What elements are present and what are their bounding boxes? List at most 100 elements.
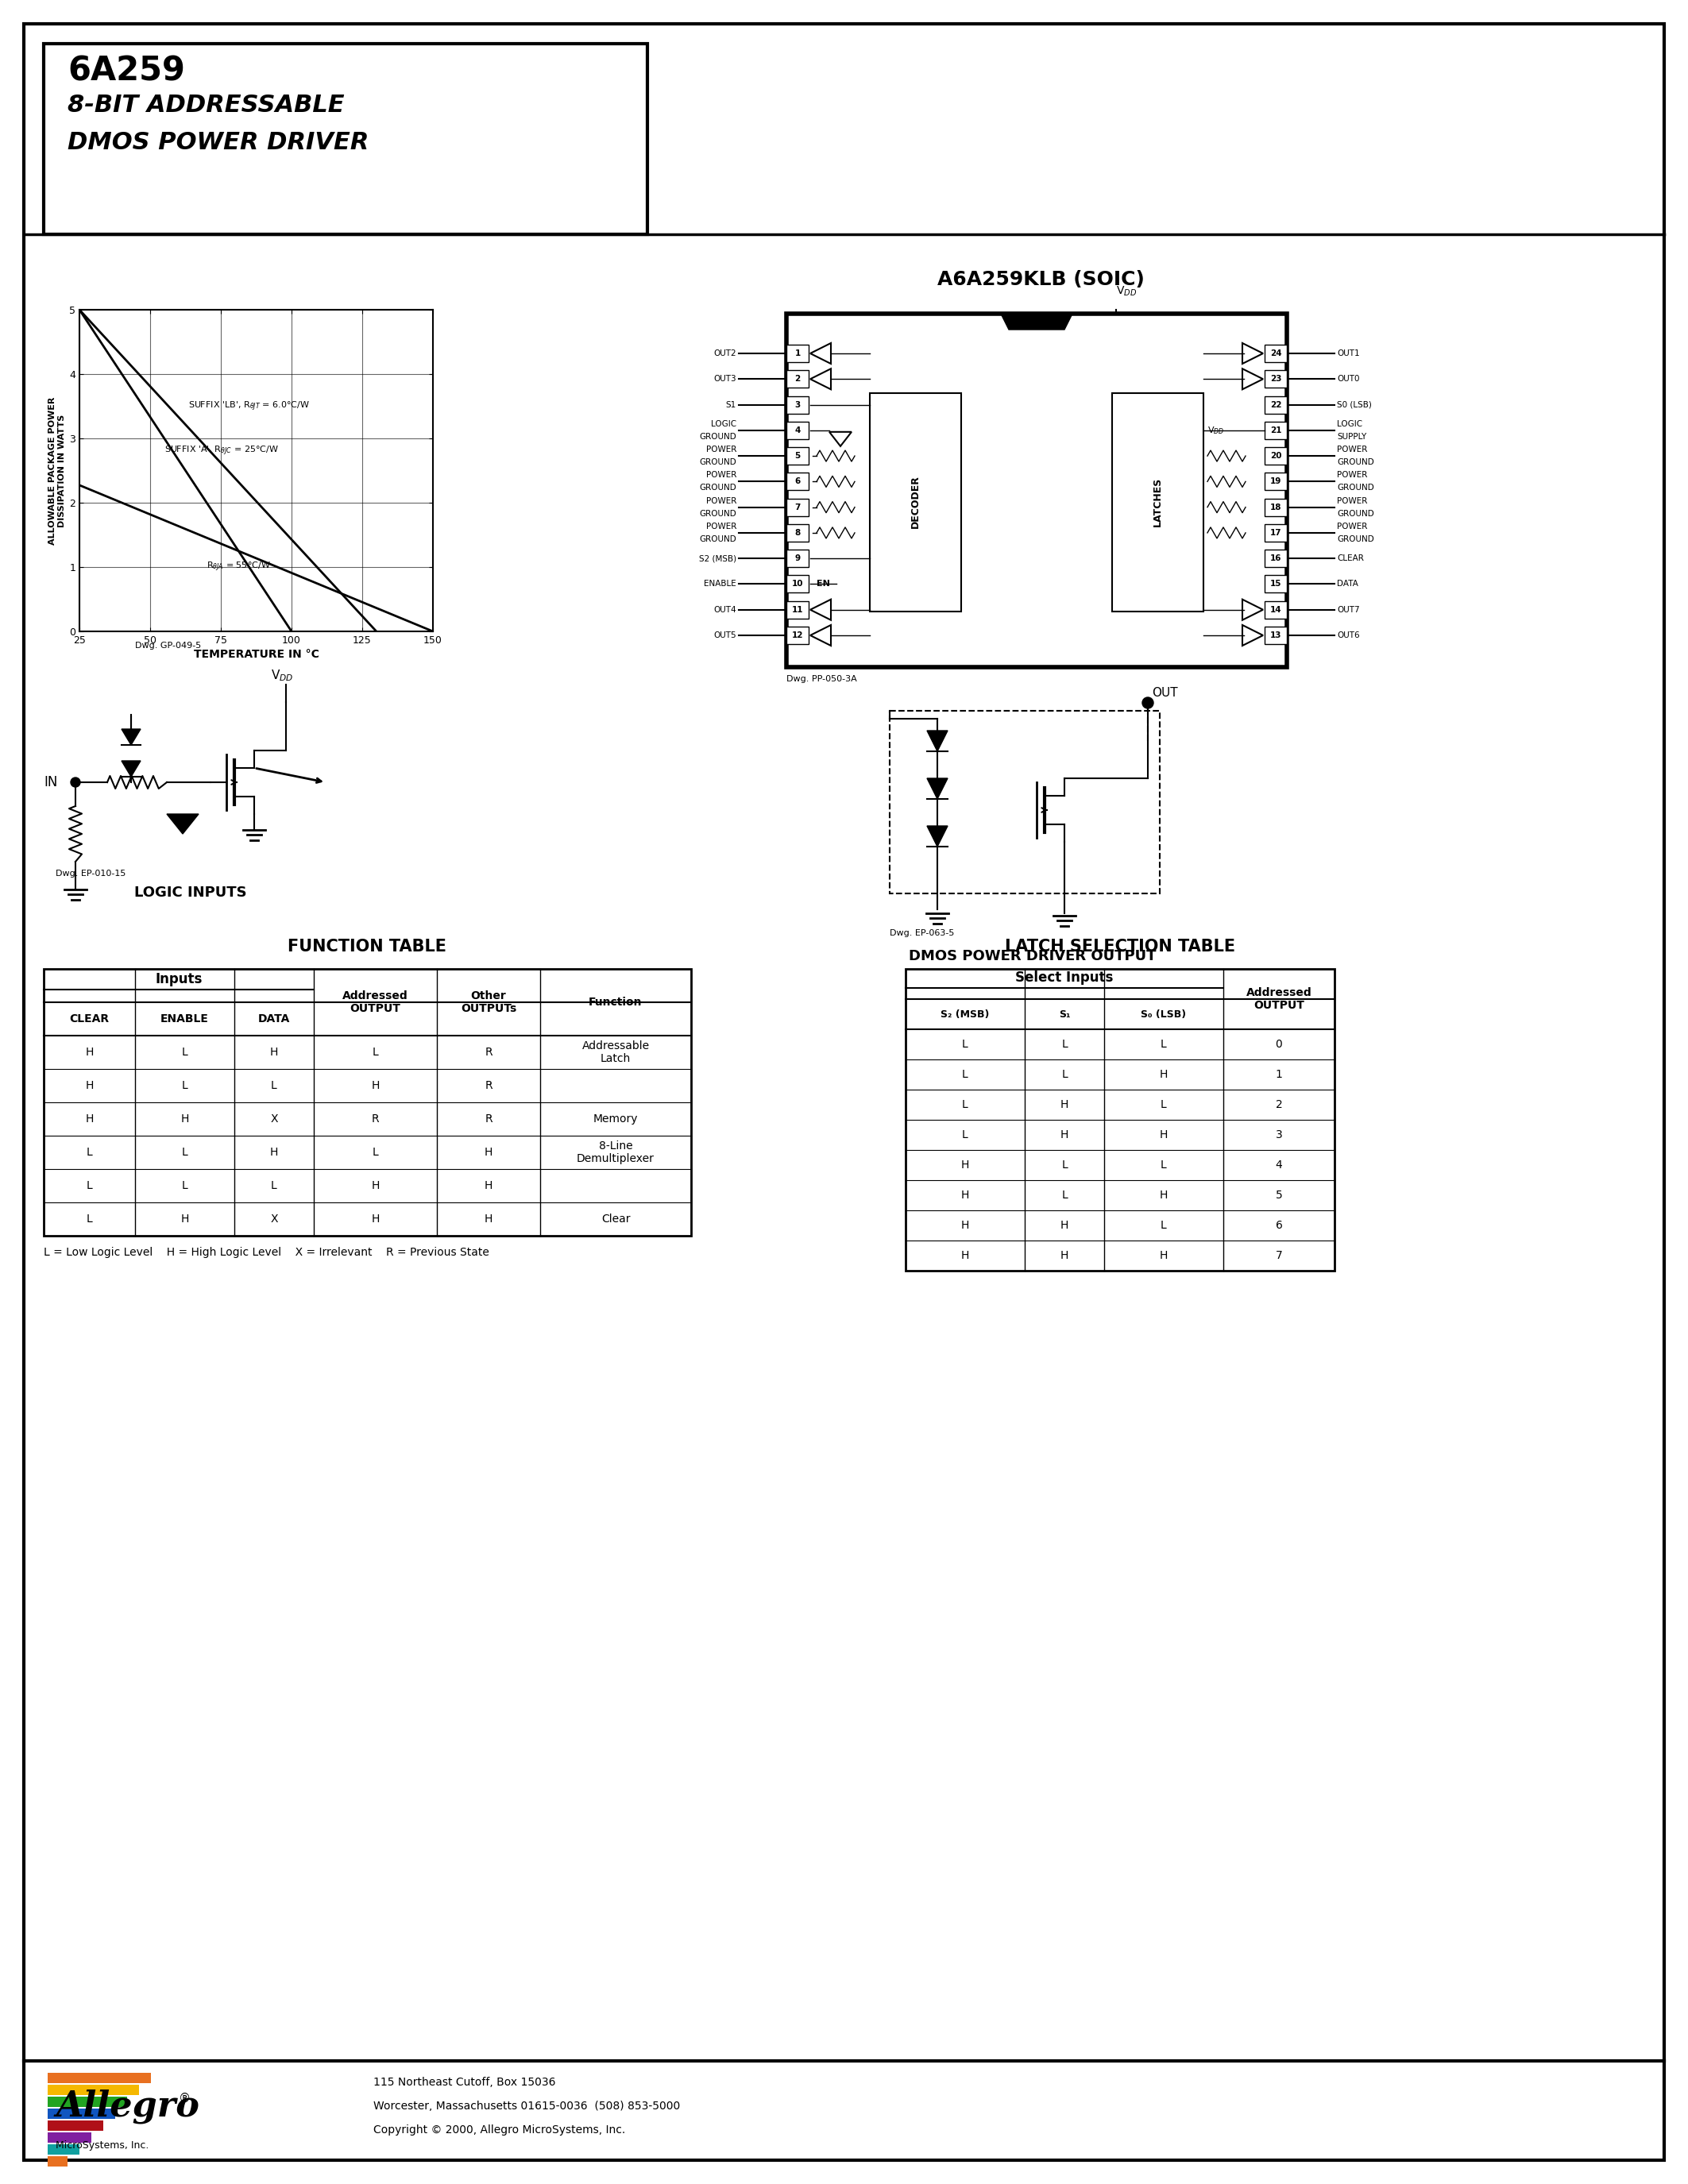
Text: 0: 0 xyxy=(1276,1040,1283,1051)
Text: Copyright © 2000, Allegro MicroSystems, Inc.: Copyright © 2000, Allegro MicroSystems, … xyxy=(373,2125,625,2136)
Text: Clear: Clear xyxy=(601,1214,630,1225)
Text: H: H xyxy=(960,1190,969,1201)
Text: S₁: S₁ xyxy=(1058,1009,1070,1020)
Polygon shape xyxy=(122,729,140,745)
Text: IN: IN xyxy=(44,775,57,788)
Text: S₂ (MSB): S₂ (MSB) xyxy=(940,1009,989,1020)
Bar xyxy=(1264,627,1286,644)
Text: H: H xyxy=(84,1046,93,1057)
Polygon shape xyxy=(927,732,947,751)
Text: DMOS POWER DRIVER: DMOS POWER DRIVER xyxy=(68,131,370,155)
Bar xyxy=(1264,371,1286,389)
Bar xyxy=(1112,393,1204,612)
Text: Dwg. EP-063-5: Dwg. EP-063-5 xyxy=(890,928,954,937)
Bar xyxy=(47,2108,115,2118)
Text: V$_{DD}$: V$_{DD}$ xyxy=(270,668,294,684)
Text: 12: 12 xyxy=(792,631,803,640)
Text: Addressed
OUTPUT: Addressed OUTPUT xyxy=(1246,987,1312,1011)
Text: V$_{DD}$: V$_{DD}$ xyxy=(1207,426,1224,437)
Text: L = Low Logic Level    H = High Logic Level    X = Irrelevant    R = Previous St: L = Low Logic Level H = High Logic Level… xyxy=(44,1247,490,1258)
Text: LATCHES: LATCHES xyxy=(1153,478,1163,526)
Text: DATA: DATA xyxy=(258,1013,290,1024)
Text: V$_{DD}$: V$_{DD}$ xyxy=(1116,284,1136,297)
Text: POWER: POWER xyxy=(1337,522,1367,531)
Text: L: L xyxy=(1161,1160,1166,1171)
Text: EN: EN xyxy=(817,581,830,587)
Text: S0 (LSB): S0 (LSB) xyxy=(1337,400,1372,408)
Text: Inputs: Inputs xyxy=(155,972,203,985)
Bar xyxy=(47,2121,103,2132)
Text: H: H xyxy=(270,1046,279,1057)
Bar xyxy=(1264,448,1286,465)
Bar xyxy=(47,2086,138,2094)
Text: H: H xyxy=(371,1214,380,1225)
Text: R: R xyxy=(484,1081,493,1092)
Text: 3: 3 xyxy=(795,400,800,408)
Text: POWER: POWER xyxy=(706,472,736,478)
Text: Dwg. EP-010-15: Dwg. EP-010-15 xyxy=(56,869,127,878)
Text: LATCH SELECTION TABLE: LATCH SELECTION TABLE xyxy=(1004,939,1236,954)
Text: POWER: POWER xyxy=(706,446,736,454)
Text: H: H xyxy=(960,1221,969,1232)
Text: 3: 3 xyxy=(1276,1129,1283,1140)
Text: 6: 6 xyxy=(1276,1221,1283,1232)
Bar xyxy=(44,970,690,1236)
Text: GROUND: GROUND xyxy=(699,509,736,518)
Bar xyxy=(787,601,809,618)
Text: H: H xyxy=(1060,1099,1069,1109)
Bar xyxy=(787,314,1286,666)
Text: H: H xyxy=(1060,1129,1069,1140)
Text: L: L xyxy=(1062,1160,1067,1171)
Text: GROUND: GROUND xyxy=(1337,485,1374,491)
Text: 8-BIT ADDRESSABLE: 8-BIT ADDRESSABLE xyxy=(68,94,344,116)
Text: S2 (MSB): S2 (MSB) xyxy=(699,555,736,563)
Text: CLEAR: CLEAR xyxy=(69,1013,110,1024)
Bar xyxy=(787,524,809,542)
Bar xyxy=(787,345,809,363)
Polygon shape xyxy=(927,826,947,847)
Text: Addressable
Latch: Addressable Latch xyxy=(582,1040,650,1064)
Text: DMOS POWER DRIVER OUTPUT: DMOS POWER DRIVER OUTPUT xyxy=(908,950,1156,963)
Text: 19: 19 xyxy=(1269,478,1281,485)
Text: ENABLE: ENABLE xyxy=(704,581,736,587)
Text: L: L xyxy=(182,1179,187,1190)
Bar xyxy=(905,970,1335,1271)
Text: 4: 4 xyxy=(1276,1160,1283,1171)
Text: 6: 6 xyxy=(795,478,800,485)
Bar xyxy=(47,2132,91,2143)
Bar xyxy=(787,627,809,644)
Bar xyxy=(787,448,809,465)
Circle shape xyxy=(1143,697,1153,708)
Text: R: R xyxy=(484,1046,493,1057)
Bar xyxy=(1264,345,1286,363)
Text: L: L xyxy=(1161,1221,1166,1232)
Text: 20: 20 xyxy=(1269,452,1281,461)
Text: OUT0: OUT0 xyxy=(1337,376,1359,382)
Text: 2: 2 xyxy=(795,376,800,382)
Text: LOGIC: LOGIC xyxy=(1337,419,1362,428)
Bar xyxy=(44,44,648,234)
Text: LOGIC INPUTS: LOGIC INPUTS xyxy=(135,885,246,900)
Bar xyxy=(787,395,809,413)
Text: H: H xyxy=(484,1179,493,1190)
Text: MicroSystems, Inc.: MicroSystems, Inc. xyxy=(56,2140,149,2151)
Text: 16: 16 xyxy=(1269,555,1281,563)
Text: 1: 1 xyxy=(1276,1068,1283,1081)
Text: L: L xyxy=(1161,1040,1166,1051)
Text: H: H xyxy=(84,1114,93,1125)
Text: H: H xyxy=(181,1114,189,1125)
Bar xyxy=(787,371,809,389)
Text: L: L xyxy=(1062,1190,1067,1201)
Text: 5: 5 xyxy=(1276,1190,1283,1201)
Bar xyxy=(787,550,809,568)
Text: H: H xyxy=(84,1081,93,1092)
Polygon shape xyxy=(927,778,947,799)
Text: H: H xyxy=(960,1160,969,1171)
Bar xyxy=(869,393,960,612)
Text: H: H xyxy=(270,1147,279,1158)
Text: L: L xyxy=(962,1099,969,1109)
Text: L: L xyxy=(962,1040,969,1051)
Text: OUT2: OUT2 xyxy=(714,349,736,358)
Text: L: L xyxy=(1161,1099,1166,1109)
Bar xyxy=(47,2073,150,2084)
